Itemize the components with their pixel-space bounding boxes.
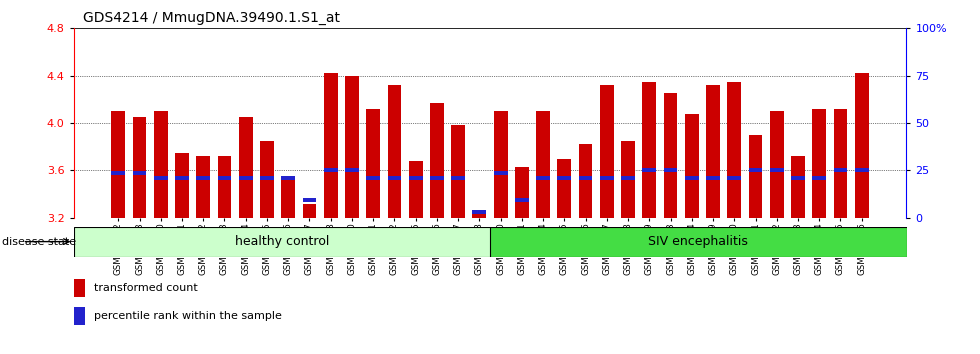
Bar bbox=[175, 153, 189, 218]
Bar bbox=[132, 117, 146, 218]
Bar bbox=[621, 141, 635, 218]
Bar bbox=[621, 176, 635, 180]
Bar bbox=[685, 176, 699, 180]
Bar bbox=[387, 176, 402, 180]
Bar bbox=[834, 168, 848, 172]
Text: transformed count: transformed count bbox=[94, 283, 198, 293]
Bar bbox=[600, 176, 613, 180]
Bar bbox=[558, 176, 571, 180]
Bar bbox=[451, 125, 465, 218]
Bar bbox=[812, 109, 826, 218]
Bar bbox=[239, 176, 253, 180]
Bar bbox=[112, 171, 125, 175]
Bar bbox=[558, 159, 571, 218]
Bar bbox=[578, 144, 593, 218]
Bar bbox=[472, 213, 486, 218]
Bar bbox=[154, 111, 168, 218]
Bar bbox=[239, 117, 253, 218]
Bar bbox=[112, 111, 125, 218]
Bar bbox=[578, 176, 593, 180]
Bar bbox=[600, 85, 613, 218]
Bar bbox=[536, 176, 550, 180]
Bar bbox=[707, 176, 720, 180]
Bar bbox=[791, 176, 805, 180]
Text: SIV encephalitis: SIV encephalitis bbox=[649, 235, 748, 248]
Bar bbox=[514, 198, 529, 202]
Bar bbox=[196, 176, 210, 180]
Bar bbox=[430, 176, 444, 180]
Bar bbox=[685, 114, 699, 218]
Bar bbox=[663, 93, 677, 218]
Bar bbox=[812, 176, 826, 180]
Bar bbox=[367, 109, 380, 218]
Bar bbox=[451, 176, 465, 180]
Bar bbox=[196, 156, 210, 218]
Bar bbox=[770, 111, 784, 218]
Text: GDS4214 / MmugDNA.39490.1.S1_at: GDS4214 / MmugDNA.39490.1.S1_at bbox=[83, 11, 340, 25]
Bar bbox=[74, 307, 85, 325]
Bar bbox=[536, 111, 550, 218]
Bar bbox=[303, 204, 317, 218]
Bar bbox=[345, 76, 359, 218]
Bar bbox=[749, 168, 762, 172]
Bar bbox=[74, 227, 490, 257]
Bar bbox=[132, 171, 146, 175]
Bar bbox=[154, 176, 168, 180]
Bar bbox=[281, 176, 295, 218]
Bar bbox=[855, 168, 868, 172]
Bar bbox=[260, 141, 273, 218]
Bar bbox=[409, 176, 422, 180]
Bar bbox=[281, 176, 295, 180]
Bar bbox=[175, 176, 189, 180]
Bar bbox=[663, 168, 677, 172]
Bar bbox=[303, 198, 317, 202]
Bar bbox=[643, 168, 657, 172]
Bar bbox=[855, 73, 868, 218]
Bar bbox=[490, 227, 906, 257]
Bar bbox=[74, 279, 85, 297]
Bar bbox=[367, 176, 380, 180]
Bar bbox=[727, 176, 741, 180]
Bar bbox=[345, 168, 359, 172]
Bar bbox=[834, 109, 848, 218]
Bar bbox=[218, 156, 231, 218]
Bar bbox=[514, 167, 529, 218]
Text: percentile rank within the sample: percentile rank within the sample bbox=[94, 311, 282, 321]
Text: disease state: disease state bbox=[2, 236, 76, 247]
Bar bbox=[218, 176, 231, 180]
Bar bbox=[770, 168, 784, 172]
Bar bbox=[749, 135, 762, 218]
Bar bbox=[323, 168, 337, 172]
Bar bbox=[707, 85, 720, 218]
Bar bbox=[727, 81, 741, 218]
Bar bbox=[409, 161, 422, 218]
Bar bbox=[387, 85, 402, 218]
Bar bbox=[643, 81, 657, 218]
Bar bbox=[791, 156, 805, 218]
Bar bbox=[494, 111, 508, 218]
Bar bbox=[323, 73, 337, 218]
Bar bbox=[472, 210, 486, 214]
Bar bbox=[430, 103, 444, 218]
Bar bbox=[260, 176, 273, 180]
Bar bbox=[494, 171, 508, 175]
Text: healthy control: healthy control bbox=[234, 235, 329, 248]
